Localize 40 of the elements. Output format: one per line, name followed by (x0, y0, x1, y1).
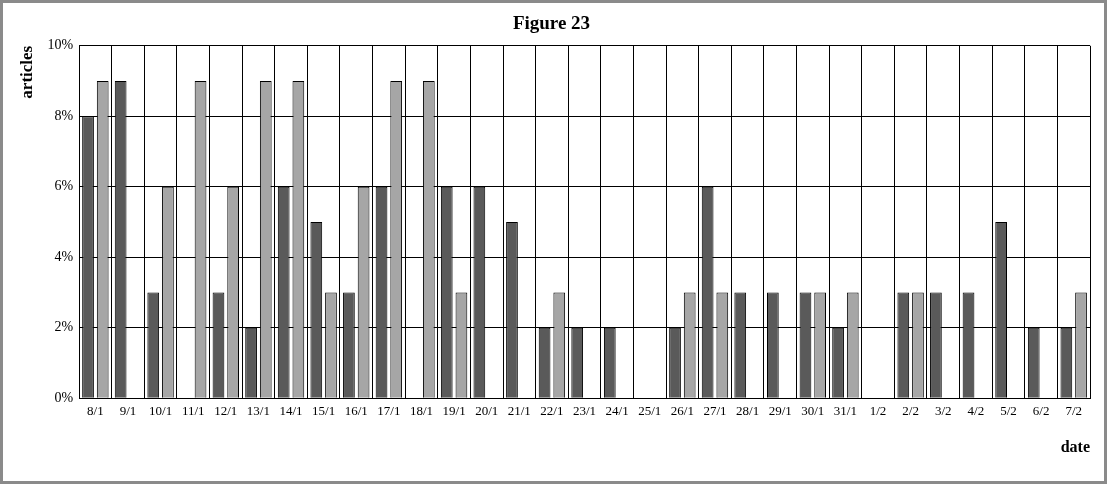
x-tick-label: 26/1 (670, 403, 694, 419)
x-tick-label: 28/1 (736, 403, 760, 419)
x-tick-label: 21/1 (507, 403, 531, 419)
x-tick-label: 23/1 (572, 403, 597, 419)
x-tick-label: 24/1 (605, 403, 629, 419)
x-tick-label: 16/1 (344, 403, 368, 419)
x-tick-label: 22/1 (540, 403, 564, 419)
y-tick-label: 0% (54, 389, 74, 405)
chart-title: Figure 23 (512, 12, 591, 34)
y-tick-label: 4% (54, 248, 74, 264)
y-tick-label: 10% (47, 37, 74, 53)
x-axis-title: date (1060, 437, 1090, 455)
x-tick-label: 18/1 (409, 403, 434, 419)
x-tick-label: 15/1 (312, 403, 336, 419)
x-tick-label: 30/1 (801, 403, 825, 419)
x-tick-label: 7/2 (1065, 403, 1083, 419)
x-tick-label: 1/2 (869, 403, 887, 419)
x-tick-label: 11/1 (181, 403, 205, 419)
x-tick-label: 31/1 (833, 403, 857, 419)
x-tick-label: 19/1 (442, 403, 466, 419)
x-tick-label: 14/1 (279, 403, 303, 419)
y-tick-label: 6% (54, 178, 74, 194)
x-tick-label: 5/2 (1000, 403, 1017, 419)
x-tick-label: 10/1 (149, 403, 173, 419)
x-tick-label: 27/1 (703, 403, 727, 419)
x-tick-label: 20/1 (475, 403, 499, 419)
x-tick-label: 25/1 (638, 403, 662, 419)
x-tick-label: 3/2 (934, 403, 952, 419)
y-axis-title: articles (16, 45, 36, 99)
x-tick-label: 17/1 (377, 403, 401, 419)
x-tick-label: 13/1 (246, 403, 270, 419)
x-tick-label: 12/1 (214, 403, 238, 419)
x-tick-label: 4/2 (967, 403, 985, 419)
x-tick-label: 8/1 (87, 403, 104, 419)
y-tick-label: 8% (54, 107, 74, 123)
x-tick-label: 29/1 (768, 403, 792, 419)
x-tick-label: 6/2 (1032, 403, 1050, 419)
x-tick-label: 2/2 (902, 403, 919, 419)
y-tick-label: 2% (54, 319, 74, 335)
x-tick-label: 9/1 (119, 403, 137, 419)
